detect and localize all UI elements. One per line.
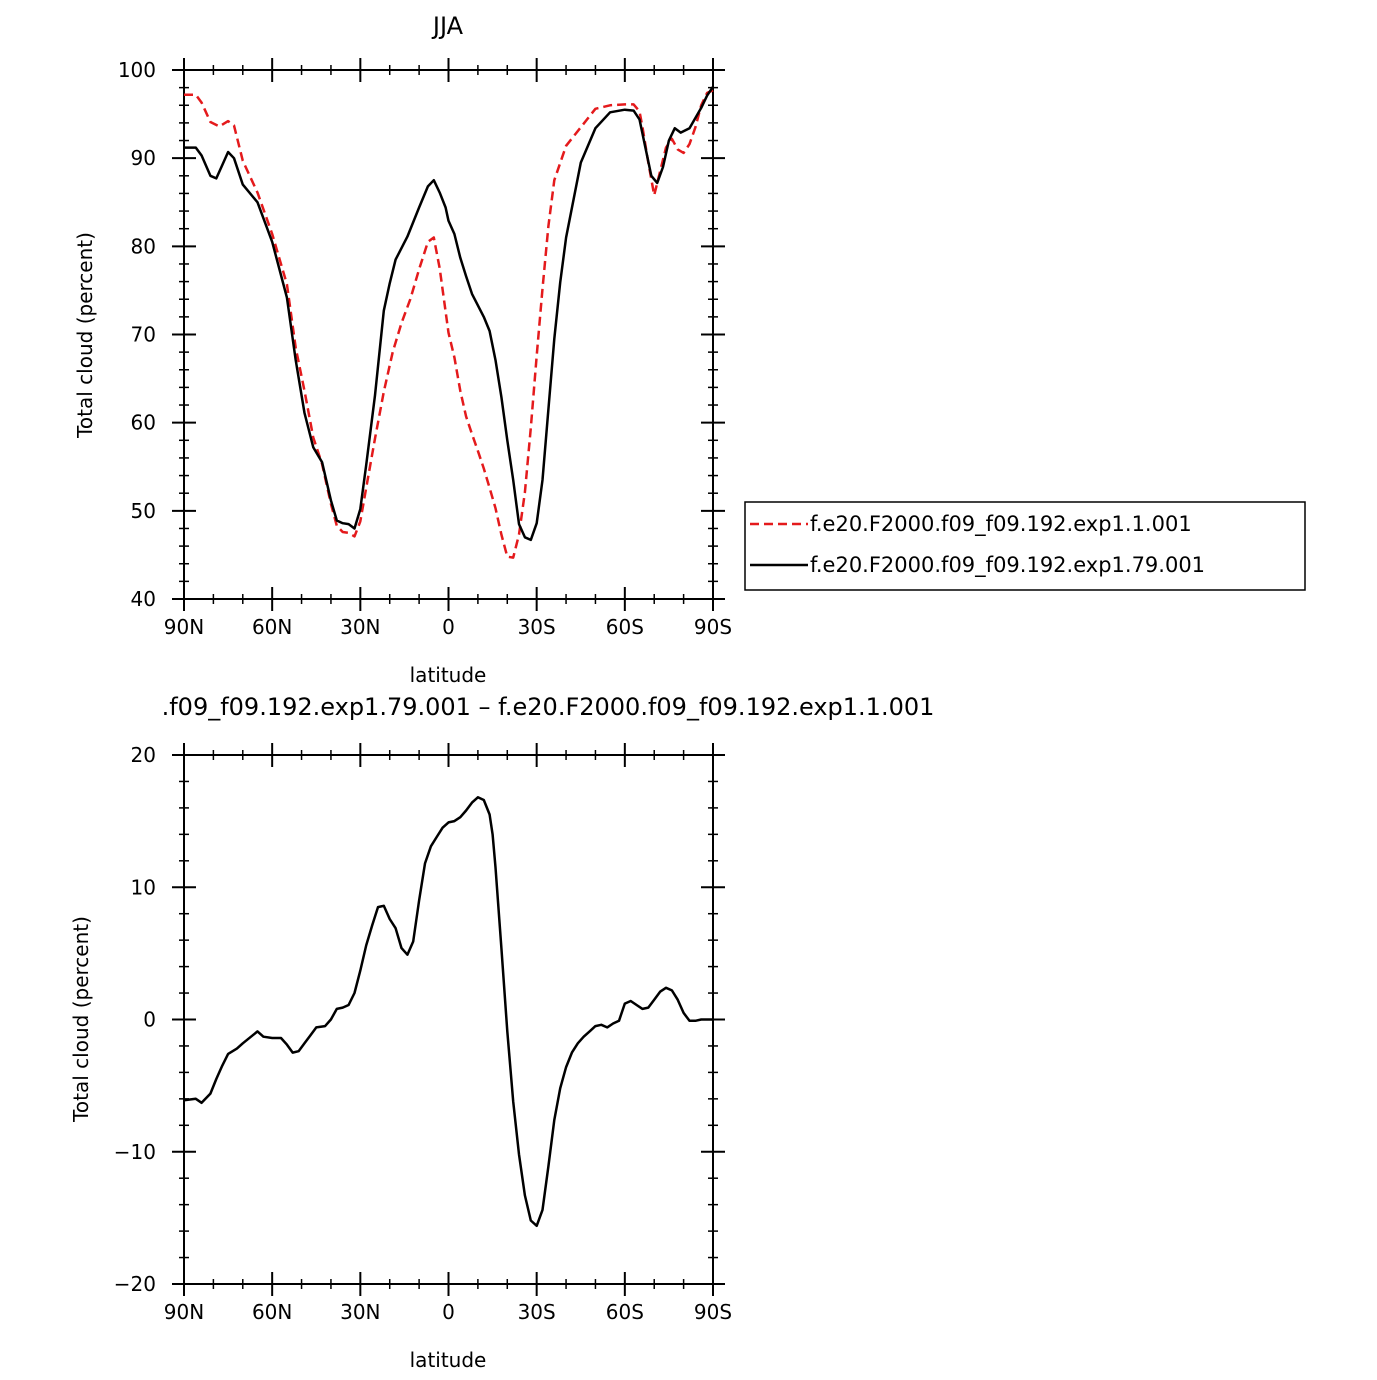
bottom-y-tick-labels: −20 −10 0 10 20 [114,743,156,1296]
top-x-tick-label: 30N [340,615,380,639]
bottom-panel: .f09_f09.192.exp1.79.001 – f.e20.F2000.f… [69,693,934,1372]
bottom-x-tick-labels: 90N 60N 30N 0 30S 60S 90S [164,1300,732,1324]
bottom-y-tick-label: 10 [131,875,156,899]
top-y-tick-label: 90 [131,146,156,170]
bottom-series-line-0 [183,796,713,1228]
top-y-tick-labels: 40 50 60 70 80 90 100 [118,58,156,611]
top-y-tick-label: 80 [131,234,156,258]
legend-label-exp1-1: f.e20.F2000.f09_f09.192.exp1.1.001 [810,512,1192,537]
top-series-line-1 [184,86,715,542]
bottom-x-tick-label: 90N [164,1300,204,1324]
bottom-y-tick-label: −10 [114,1140,156,1164]
top-x-tick-label: 90N [164,615,204,639]
top-x-tick-label: 0 [442,615,455,639]
top-title: JJA [431,12,464,40]
top-series-lines [184,86,715,559]
top-x-tick-label: 60S [606,615,644,639]
bottom-y-tick-label: 0 [143,1008,156,1032]
bottom-y-tick-label: −20 [114,1272,156,1296]
top-x-tick-label: 60N [252,615,292,639]
bottom-x-tick-label: 60N [252,1300,292,1324]
top-y-tick-label: 70 [131,323,156,347]
bottom-x-tick-label: 90S [694,1300,732,1324]
top-y-axis-label: Total cloud (percent) [73,232,97,439]
bottom-x-tick-label: 30S [518,1300,556,1324]
bottom-x-tick-label: 0 [442,1300,455,1324]
bottom-series-lines [183,796,713,1228]
top-series-line-0 [184,89,714,559]
bottom-x-tick-label: 30N [340,1300,380,1324]
top-x-tick-label: 90S [694,615,732,639]
top-x-tick-labels: 90N 60N 30N 0 30S 60S 90S [164,615,732,639]
top-y-tick-label: 60 [131,411,156,435]
bottom-x-tick-label: 60S [606,1300,644,1324]
bottom-x-axis-label: latitude [410,1348,487,1372]
top-y-tick-label: 100 [118,58,156,82]
bottom-title: .f09_f09.192.exp1.79.001 – f.e20.F2000.f… [162,693,935,721]
legend-label-exp1-79: f.e20.F2000.f09_f09.192.exp1.79.001 [810,553,1205,578]
bottom-y-tick-label: 20 [131,743,156,767]
top-y-tick-label: 40 [131,587,156,611]
top-ticks [172,58,725,611]
bottom-y-axis-label: Total cloud (percent) [69,916,93,1123]
legend-box [744,501,1306,591]
bottom-plot-frame [183,754,714,1285]
top-x-axis-label: latitude [410,663,487,687]
top-y-tick-label: 50 [131,499,156,523]
top-x-tick-label: 30S [518,615,556,639]
top-panel: JJA 90N 60N 30N 0 30S 60S 90S 405060708090100 … [73,12,1306,687]
bottom-ticks [172,743,725,1296]
legend: f.e20.F2000.f09_f09.192.exp1.1.001 f.e20… [744,501,1306,591]
